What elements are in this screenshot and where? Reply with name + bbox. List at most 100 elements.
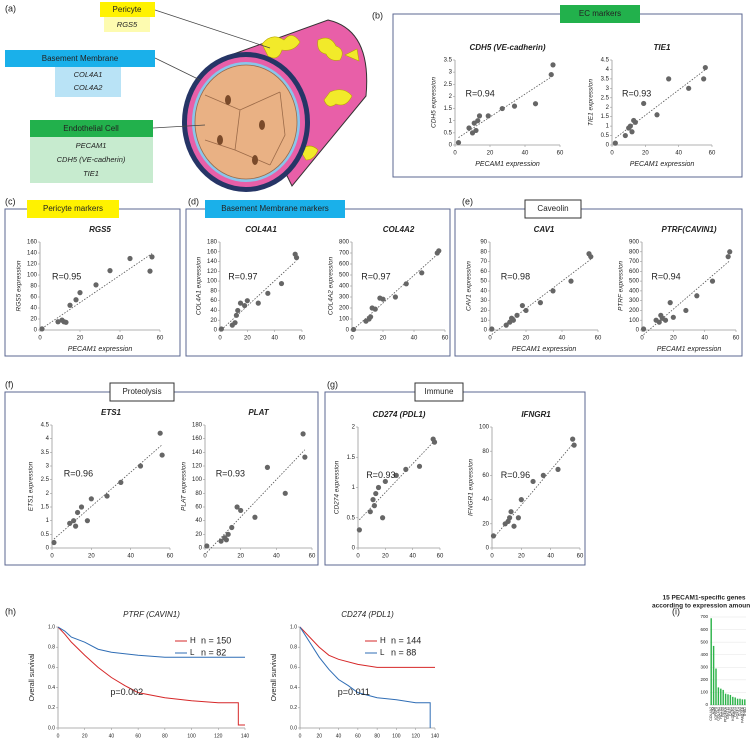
x-tick-label: 60 xyxy=(437,554,444,560)
chart-title: RGS5 xyxy=(89,225,111,234)
bar xyxy=(729,694,732,705)
data-point xyxy=(380,515,386,521)
y-tick-label: 4 xyxy=(46,436,50,442)
x-tick-label: THBD xyxy=(743,707,747,717)
data-point xyxy=(235,307,241,314)
y-tick-label: 2 xyxy=(46,491,50,497)
data-point xyxy=(51,539,57,546)
diagram-label: Basement Membrane xyxy=(42,54,119,63)
y-tick-label: 100 xyxy=(207,279,218,285)
annotation: R=0.93 xyxy=(216,469,245,479)
bar xyxy=(724,693,727,705)
y-axis-label: CD274 expression xyxy=(334,460,341,514)
trend-line xyxy=(41,253,153,329)
y-tick-label: 100 xyxy=(339,317,350,323)
data-point xyxy=(455,139,462,146)
annotation: R=0.97 xyxy=(228,272,257,282)
y-tick-label: 0.5 xyxy=(41,532,50,538)
data-point xyxy=(229,524,235,531)
y-tick-label: 3.5 xyxy=(444,58,453,64)
x-tick-label: 20 xyxy=(382,554,389,560)
y-tick-label: 40 xyxy=(480,288,487,294)
x-tick-label: 80 xyxy=(374,733,380,739)
data-point xyxy=(568,278,574,284)
bar xyxy=(744,699,746,705)
bar xyxy=(715,668,717,705)
data-point xyxy=(571,442,577,448)
y-tick-label: 40 xyxy=(482,497,489,503)
chart-title: COL4A1 xyxy=(245,225,277,234)
x-tick-label: 40 xyxy=(127,554,134,560)
y-tick-label: 0 xyxy=(346,328,350,334)
data-point xyxy=(244,298,250,304)
data-point xyxy=(670,314,676,320)
vessel-illustration xyxy=(152,9,368,192)
panel-label: (b) xyxy=(372,10,383,20)
chart-title: CD274 (PDL1) xyxy=(341,610,394,619)
y-tick-label: 40 xyxy=(195,518,202,524)
y-tick-label: 400 xyxy=(700,652,708,657)
panel-label: (e) xyxy=(462,196,473,206)
data-point xyxy=(204,543,210,549)
data-point xyxy=(550,62,556,68)
x-tick-label: 60 xyxy=(299,336,306,342)
y-tick-label: 100 xyxy=(479,425,490,431)
y-tick-label: 0.8 xyxy=(48,645,55,651)
data-point xyxy=(629,129,635,135)
bar xyxy=(727,694,729,705)
x-axis-label: PECAM1 expression xyxy=(512,346,577,353)
y-tick-label: 2 xyxy=(449,94,453,100)
data-point xyxy=(523,307,529,314)
data-point xyxy=(666,76,672,82)
data-point xyxy=(375,484,382,491)
data-point xyxy=(218,326,224,332)
group-header: Proteolysis xyxy=(122,387,161,396)
trend-line xyxy=(353,252,440,330)
y-tick-label: 120 xyxy=(192,464,203,470)
data-point xyxy=(147,268,153,274)
data-point xyxy=(532,101,539,107)
annotation: R=0.96 xyxy=(64,469,93,479)
y-tick-label: 200 xyxy=(700,677,708,682)
group-header: Basement Membrane markers xyxy=(221,204,329,213)
y-tick-label: 10 xyxy=(480,318,487,324)
chart-title: CDH5 (VE-cadherin) xyxy=(469,43,545,52)
y-axis-label: TIE1 expression xyxy=(588,79,595,126)
data-point xyxy=(416,463,423,469)
data-point xyxy=(727,249,733,255)
y-tick-label: 3.5 xyxy=(601,76,610,82)
data-point xyxy=(55,319,61,325)
bar xyxy=(732,696,734,705)
chart-title: ETS1 xyxy=(101,408,122,417)
bar xyxy=(734,697,736,705)
pericyte-box xyxy=(100,2,155,17)
y-tick-label: 3 xyxy=(449,70,453,76)
y-tick-label: 700 xyxy=(339,251,350,257)
data-point xyxy=(518,497,524,503)
data-point xyxy=(519,302,526,309)
data-point xyxy=(264,464,271,470)
annotation: R=0.97 xyxy=(361,272,390,282)
annotation: p=0.002 xyxy=(110,687,143,697)
y-tick-label: 80 xyxy=(210,288,217,294)
x-tick-label: 40 xyxy=(547,554,554,560)
y-tick-label: 40 xyxy=(210,308,217,314)
data-point xyxy=(514,312,520,318)
y-tick-label: 160 xyxy=(27,240,38,246)
y-tick-label: 1.0 xyxy=(48,624,55,630)
y-tick-label: 180 xyxy=(207,240,218,246)
pericyte-genes-box xyxy=(104,17,150,32)
annotation: R=0.94 xyxy=(466,88,495,98)
chart-title: IFNGR1 xyxy=(521,410,551,419)
group-header-box xyxy=(27,200,119,218)
x-tick-label: 0 xyxy=(50,554,54,560)
y-tick-label: 2 xyxy=(606,105,610,111)
data-point xyxy=(300,431,306,437)
y-tick-label: 200 xyxy=(339,306,350,312)
data-point xyxy=(278,280,285,287)
y-tick-label: 20 xyxy=(195,532,202,538)
data-point xyxy=(225,531,231,537)
gene-label: RGS5 xyxy=(117,20,138,29)
y-tick-label: 0 xyxy=(199,546,203,552)
y-tick-label: 0.5 xyxy=(444,130,453,136)
